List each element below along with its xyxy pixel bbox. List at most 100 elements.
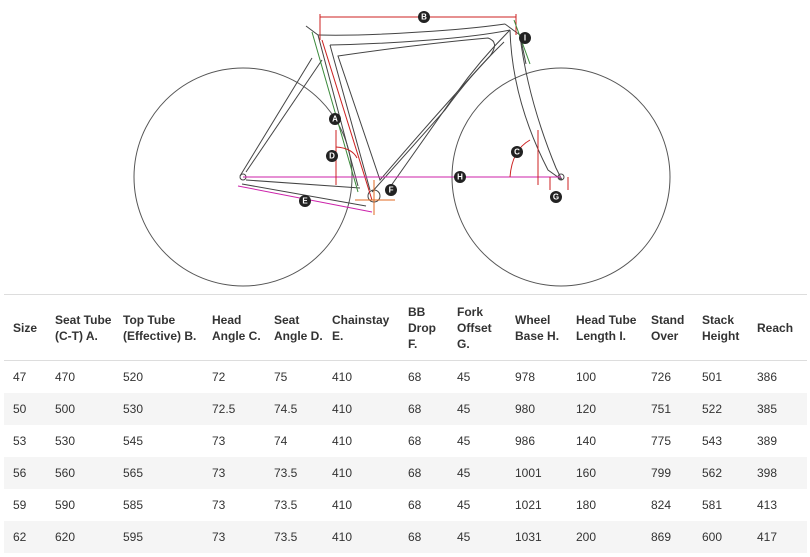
table-cell: 68 bbox=[408, 497, 422, 512]
marker-a: A bbox=[329, 113, 341, 125]
table-cell: 75 bbox=[274, 369, 288, 384]
table-cell: 581 bbox=[702, 497, 723, 512]
measurement-lines bbox=[237, 14, 569, 215]
table-cell: 73.5 bbox=[274, 465, 298, 480]
table-cell: 45 bbox=[457, 433, 471, 448]
table-row: 59 590 585 73 73.5 410 68 45 1021 180 824 581 413 bbox=[4, 488, 807, 521]
svg-text:D: D bbox=[329, 152, 335, 161]
table-cell: 590 bbox=[55, 497, 76, 512]
table-cell: 68 bbox=[408, 433, 422, 448]
marker-g: G bbox=[550, 191, 562, 203]
header-stand-over: Stand Over bbox=[642, 294, 693, 361]
table-cell: 1021 bbox=[515, 497, 542, 512]
table-cell: 600 bbox=[702, 529, 723, 544]
header-reach: Reach bbox=[748, 294, 807, 361]
table-cell: 530 bbox=[55, 433, 76, 448]
table-cell: 562 bbox=[702, 465, 723, 480]
table-cell: 799 bbox=[651, 465, 672, 480]
table-cell: 980 bbox=[515, 401, 536, 416]
bike-geometry-diagram: A B C D E F G H I bbox=[133, 11, 671, 287]
table-cell: 73 bbox=[212, 529, 226, 544]
table-cell: 410 bbox=[332, 465, 353, 480]
svg-text:F: F bbox=[389, 186, 394, 195]
table-cell: 1001 bbox=[515, 465, 542, 480]
table-cell: 45 bbox=[457, 497, 471, 512]
svg-text:E: E bbox=[302, 197, 308, 206]
table-cell: 530 bbox=[123, 401, 144, 416]
table-cell: 585 bbox=[123, 497, 144, 512]
table-row: 47 470 520 72 75 410 68 45 978 100 726 501 386 bbox=[4, 360, 807, 393]
table-cell: 68 bbox=[408, 529, 422, 544]
table-row: 53 530 545 73 74 410 68 45 986 140 775 543 389 bbox=[4, 424, 807, 457]
table-cell: 595 bbox=[123, 529, 144, 544]
table-cell: 389 bbox=[757, 433, 778, 448]
table-cell: 140 bbox=[576, 433, 597, 448]
table-cell: 68 bbox=[408, 369, 422, 384]
header-stack-height: Stack Height bbox=[693, 294, 748, 361]
header-chainstay: Chainstay E. bbox=[323, 294, 399, 361]
table-cell: 470 bbox=[55, 369, 76, 384]
table-cell: 180 bbox=[576, 497, 597, 512]
svg-text:I: I bbox=[524, 34, 526, 43]
header-head-angle: Head Angle C. bbox=[203, 294, 265, 361]
svg-text:C: C bbox=[514, 148, 520, 157]
table-cell: 520 bbox=[123, 369, 144, 384]
svg-text:B: B bbox=[421, 13, 427, 22]
table-cell: 73.5 bbox=[274, 529, 298, 544]
table-cell: 62 bbox=[13, 529, 27, 544]
marker-e: E bbox=[299, 195, 311, 207]
table-cell: 50 bbox=[13, 401, 27, 416]
table-cell: 73.5 bbox=[274, 497, 298, 512]
table-cell: 45 bbox=[457, 401, 471, 416]
table-cell: 775 bbox=[651, 433, 672, 448]
marker-c: C bbox=[511, 146, 523, 158]
table-cell: 545 bbox=[123, 433, 144, 448]
svg-text:A: A bbox=[332, 115, 338, 124]
table-cell: 522 bbox=[702, 401, 723, 416]
table-cell: 56 bbox=[13, 465, 27, 480]
table-cell: 500 bbox=[55, 401, 76, 416]
table-cell: 120 bbox=[576, 401, 597, 416]
header-bb-drop: BB Drop F. bbox=[399, 294, 448, 361]
table-cell: 73 bbox=[212, 497, 226, 512]
table-cell: 726 bbox=[651, 369, 672, 384]
table-cell: 986 bbox=[515, 433, 536, 448]
table-cell: 160 bbox=[576, 465, 597, 480]
table-cell: 413 bbox=[757, 497, 778, 512]
table-row: 62 620 595 73 73.5 410 68 45 1031 200 869 600 417 bbox=[4, 520, 807, 553]
table-cell: 72 bbox=[212, 369, 226, 384]
table-cell: 73 bbox=[212, 465, 226, 480]
table-cell: 100 bbox=[576, 369, 597, 384]
marker-b: B bbox=[418, 11, 430, 23]
table-cell: 385 bbox=[757, 401, 778, 416]
table-cell: 45 bbox=[457, 369, 471, 384]
table-cell: 410 bbox=[332, 369, 353, 384]
svg-text:G: G bbox=[553, 193, 559, 202]
geometry-table: Size Seat Tube (C-T) A. Top Tube (Effect… bbox=[4, 294, 807, 553]
table-cell: 72.5 bbox=[212, 401, 236, 416]
table-cell: 501 bbox=[702, 369, 723, 384]
header-size: Size bbox=[4, 294, 46, 361]
table-cell: 386 bbox=[757, 369, 778, 384]
table-cell: 410 bbox=[332, 433, 353, 448]
header-seat-angle: Seat Angle D. bbox=[265, 294, 323, 361]
table-row: 56 560 565 73 73.5 410 68 45 1001 160 799 562 398 bbox=[4, 456, 807, 489]
table-cell: 47 bbox=[13, 369, 27, 384]
table-cell: 200 bbox=[576, 529, 597, 544]
table-cell: 74.5 bbox=[274, 401, 298, 416]
header-top-tube: Top Tube (Effective) B. bbox=[114, 294, 203, 361]
marker-i: I bbox=[519, 32, 531, 44]
table-header-row: Size Seat Tube (C-T) A. Top Tube (Effect… bbox=[4, 294, 807, 361]
table-cell: 74 bbox=[274, 433, 288, 448]
table-cell: 410 bbox=[332, 497, 353, 512]
table-cell: 410 bbox=[332, 529, 353, 544]
bike-frame bbox=[239, 23, 565, 207]
table-cell: 565 bbox=[123, 465, 144, 480]
table-cell: 620 bbox=[55, 529, 76, 544]
table-row: 50 500 530 72.5 74.5 410 68 45 980 120 751 522 385 bbox=[4, 392, 807, 425]
table-cell: 45 bbox=[457, 465, 471, 480]
table-cell: 560 bbox=[55, 465, 76, 480]
marker-f: F bbox=[385, 184, 397, 196]
header-fork-offset: Fork Offset G. bbox=[448, 294, 506, 361]
table-cell: 410 bbox=[332, 401, 353, 416]
